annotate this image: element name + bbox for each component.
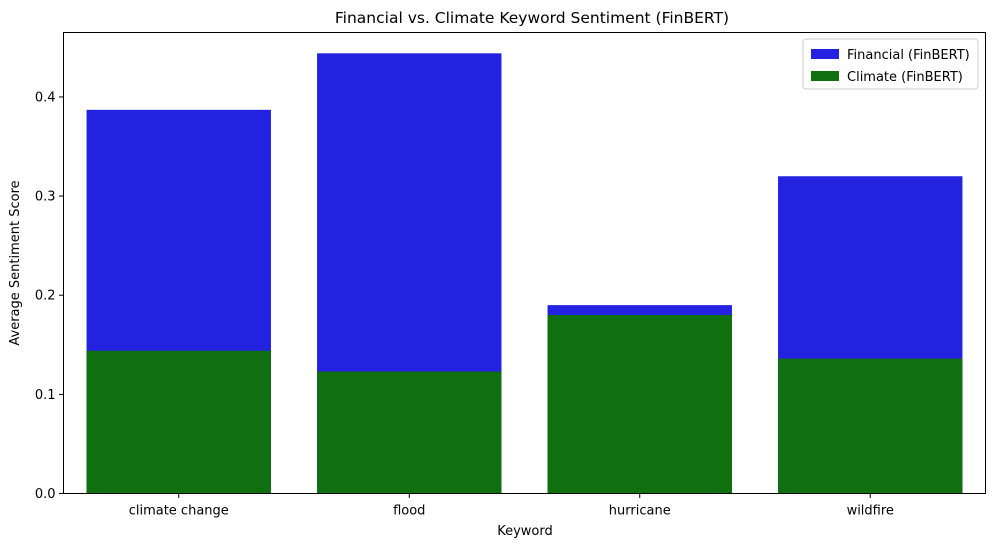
legend-label-0: Financial (FinBERT) <box>847 48 970 63</box>
y-tick-label: 0.3 <box>35 190 56 205</box>
legend-swatch-1 <box>811 71 839 81</box>
legend-label-1: Climate (FinBERT) <box>847 70 963 85</box>
legend: Financial (FinBERT) Climate (FinBERT) <box>802 38 979 90</box>
y-tick-label: 0.0 <box>35 487 56 502</box>
chart-title: Financial vs. Climate Keyword Sentiment … <box>335 9 729 27</box>
x-tick-label: wildfire <box>847 504 894 519</box>
y-tick-label: 0.4 <box>35 90 56 105</box>
plot-frame <box>63 32 986 494</box>
bars-layer <box>86 53 963 494</box>
bar-climate-0 <box>86 350 271 494</box>
x-tick-label: flood <box>393 504 425 519</box>
bar-climate-2 <box>547 315 732 494</box>
legend-swatch-0 <box>811 49 839 59</box>
x-tick-label: climate change <box>129 504 229 519</box>
x-axis-label: Keyword <box>497 524 553 539</box>
y-axis: 0.0 0.1 0.2 0.3 0.4 <box>35 90 64 502</box>
bar-climate-1 <box>317 371 502 494</box>
legend-box <box>802 38 979 90</box>
y-axis-label: Average Sentiment Score <box>8 180 23 345</box>
y-tick-label: 0.1 <box>35 388 56 403</box>
bar-climate-3 <box>778 358 963 494</box>
x-axis: climate change flood hurricane wildfire <box>129 493 894 519</box>
x-tick-label: hurricane <box>609 504 671 519</box>
y-tick-label: 0.2 <box>35 289 56 304</box>
